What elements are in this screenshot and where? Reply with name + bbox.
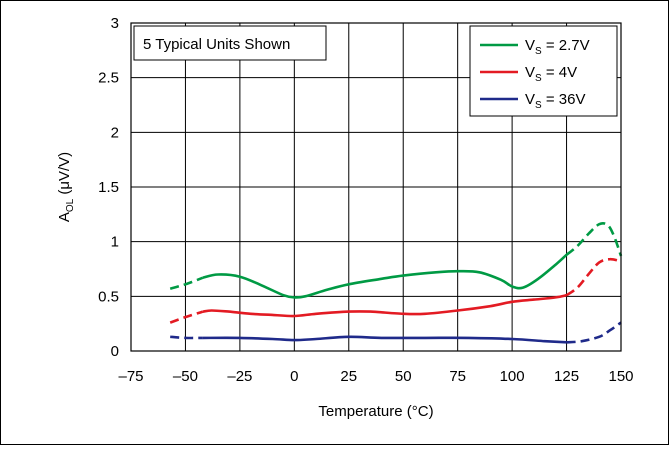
x-tick-label: 125 [554, 368, 579, 385]
y-tick-label: 1.5 [98, 179, 119, 196]
x-tick-label: –50 [173, 368, 198, 385]
annotation-frame [133, 25, 327, 61]
legend-label-3: VS = 36V [525, 91, 585, 111]
series-2-dashed-low-line [169, 310, 204, 324]
x-tick-label: 50 [395, 368, 412, 385]
series-2-dashed-high-line [565, 257, 622, 297]
x-tick-label: 100 [500, 368, 525, 385]
series-3-dashed-high-line [566, 321, 622, 344]
y-tick-label: 0.5 [98, 288, 119, 305]
legend-label-2: VS = 4V [525, 64, 577, 84]
x-tick-label: 0 [290, 368, 298, 385]
x-tick-label: 75 [449, 368, 466, 385]
annotation-text: 5 Typical Units Shown [143, 36, 290, 53]
annotation-box: 5 Typical Units Shown [133, 25, 327, 61]
x-tick-label: –75 [118, 368, 143, 385]
series-1-solid-line [202, 253, 568, 299]
series-2-solid-line [202, 293, 567, 318]
y-tick-label: 2.5 [98, 70, 119, 87]
y-tick-label: 3 [111, 15, 119, 32]
legend: VS = 2.7V VS = 4V VS = 36V [469, 25, 618, 117]
x-tick-label: –25 [227, 368, 252, 385]
y-tick-labels: 0 0.5 1 1.5 2 2.5 3 [98, 15, 119, 360]
series-3-dashed-low-line [170, 335, 203, 340]
y-tick-label: 1 [111, 234, 119, 251]
legend-label-1: VS = 2.7V [525, 37, 590, 57]
y-axis-label: AOL (μV/V) [56, 152, 76, 222]
y-tick-label: 2 [111, 124, 119, 141]
series-3-solid-line [202, 335, 567, 344]
x-tick-label: 25 [340, 368, 357, 385]
x-tick-labels: –75 –50 –25 0 25 50 75 100 125 150 [118, 368, 633, 385]
series-1-dashed-high-line [565, 222, 623, 257]
series-1-dashed-low-line [169, 276, 204, 290]
plot-area-border [130, 22, 622, 352]
y-tick-label: 0 [111, 343, 119, 360]
x-axis-label: Temperature (°C) [318, 403, 433, 420]
series-lines [169, 222, 623, 344]
x-tick-label: 150 [608, 368, 633, 385]
